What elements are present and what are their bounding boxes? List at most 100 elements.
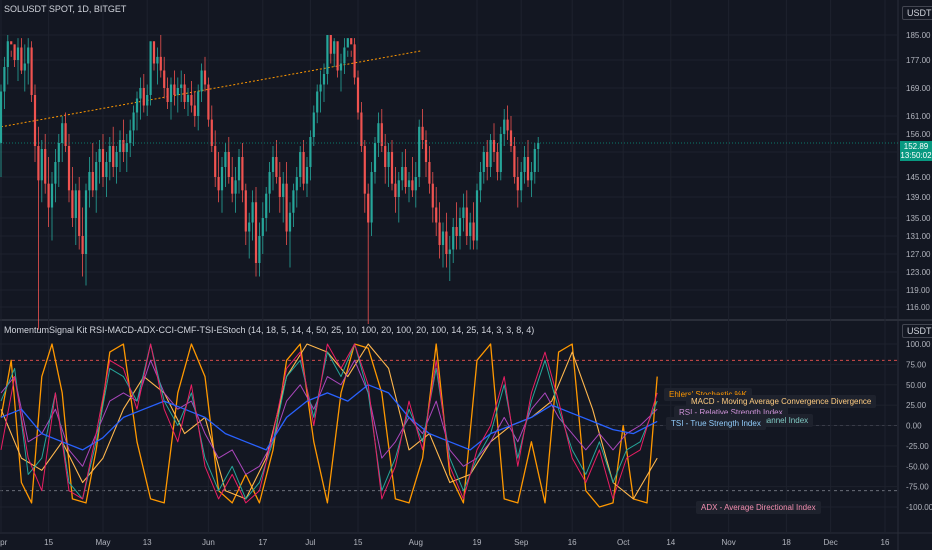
candle-body	[200, 70, 203, 92]
candle-body	[465, 207, 468, 236]
candle-body	[16, 47, 20, 60]
candle-body	[520, 172, 523, 191]
candle-body	[268, 172, 271, 194]
candle-body	[23, 63, 26, 71]
candle-body	[214, 146, 217, 177]
price-tick-label: 131.00	[906, 232, 931, 241]
candle-body	[234, 180, 237, 194]
price-tick-label: 116.00	[906, 303, 930, 312]
candle-body	[448, 249, 451, 254]
candle-body	[3, 67, 6, 92]
candle-body	[482, 152, 485, 172]
candle-body	[428, 162, 431, 184]
candle-body	[163, 70, 166, 88]
candle-body	[404, 167, 407, 187]
indicator-tick-label: 0.00	[906, 422, 922, 431]
price-tick-label: 119.00	[906, 286, 930, 295]
candle-body	[486, 152, 489, 167]
candle-body	[101, 149, 105, 177]
candle-body	[360, 112, 363, 146]
candle-body	[346, 38, 349, 48]
candle-body	[44, 149, 47, 184]
candle-body	[312, 112, 315, 137]
candle-body	[533, 149, 536, 172]
time-tick-label: 13	[143, 538, 152, 547]
indicator-header: MomentumSignal Kit RSI-MACD-ADX-CCI-CMF-…	[4, 325, 535, 335]
candle-body	[190, 95, 193, 106]
candle-body	[295, 177, 298, 191]
candle-body	[356, 77, 360, 113]
candle-body	[186, 95, 190, 102]
candle-body	[424, 140, 428, 162]
candle-body	[227, 152, 230, 177]
candle-body	[305, 167, 309, 184]
candle-body	[37, 146, 40, 181]
candle-body	[475, 190, 479, 241]
price-tick-label: 145.00	[906, 173, 931, 182]
time-tick-label: May	[95, 538, 110, 547]
candle-body	[377, 123, 380, 143]
time-tick-label: Nov	[721, 538, 735, 547]
candle-body	[237, 157, 241, 181]
indicator-series-line	[0, 384, 658, 451]
currency-badge-main[interactable]: USDT	[902, 6, 932, 20]
candle-body	[241, 157, 244, 191]
indicator-series-line	[0, 343, 658, 504]
candles-layer	[0, 35, 898, 330]
candle-body	[156, 56, 159, 64]
symbol-header: SOLUSDT SPOT, 1D, BITGET	[4, 4, 127, 14]
time-tick-label: 14	[666, 538, 675, 547]
candle-body	[309, 137, 312, 167]
indicator-tick-label: -100.00	[906, 503, 932, 512]
candle-body	[220, 167, 224, 191]
candle-body	[299, 152, 302, 177]
candle-body	[350, 38, 353, 45]
candle-body	[129, 130, 132, 143]
candle-body	[258, 236, 261, 263]
candle-body	[98, 149, 101, 162]
candle-body	[278, 177, 281, 197]
currency-badge-indicator[interactable]: USDT	[902, 324, 932, 338]
candle-body	[397, 180, 400, 197]
candle-body	[261, 218, 264, 236]
candle-body	[302, 152, 305, 184]
axes-layer: 185.00 177.00 169.00 161.00 156.00 15 0.00 145.…	[0, 31, 932, 547]
last-price-tag: 152.89 13:50:02	[900, 141, 932, 161]
time-tick-label: Sep	[514, 538, 529, 547]
indicator-tick-label: 75.00	[906, 360, 927, 369]
bar-countdown: 13:50:02	[900, 151, 932, 160]
price-tick-label: 161.00	[906, 112, 931, 121]
candle-body	[516, 177, 519, 191]
candle-body	[197, 91, 200, 116]
candle-body	[265, 193, 268, 218]
candle-body	[438, 222, 441, 245]
tsi-label: TSI - True Strength Index	[666, 417, 766, 430]
price-tick-label: 185.00	[906, 31, 931, 40]
candle-body	[180, 84, 183, 88]
candle-body	[407, 180, 411, 187]
candle-body	[20, 47, 23, 71]
candle-body	[88, 172, 91, 191]
candle-body	[367, 193, 370, 223]
candle-body	[523, 157, 526, 172]
candle-body	[370, 172, 373, 223]
candle-body	[339, 63, 343, 71]
candle-body	[411, 180, 414, 191]
candle-body	[353, 44, 356, 78]
candle-body	[530, 172, 533, 181]
candle-body	[91, 172, 94, 191]
time-tick-label: 16	[568, 538, 577, 547]
candle-body	[248, 222, 251, 232]
candle-body	[431, 183, 434, 208]
candle-body	[329, 35, 332, 54]
candle-body	[10, 41, 13, 45]
candle-body	[149, 41, 152, 95]
candle-body	[458, 218, 462, 236]
time-tick-label: Aug	[409, 538, 423, 547]
candle-body	[27, 47, 30, 64]
candle-body	[84, 190, 88, 254]
candle-body	[496, 152, 499, 172]
candle-body	[455, 227, 458, 236]
indicator-lines-layer	[0, 343, 658, 508]
